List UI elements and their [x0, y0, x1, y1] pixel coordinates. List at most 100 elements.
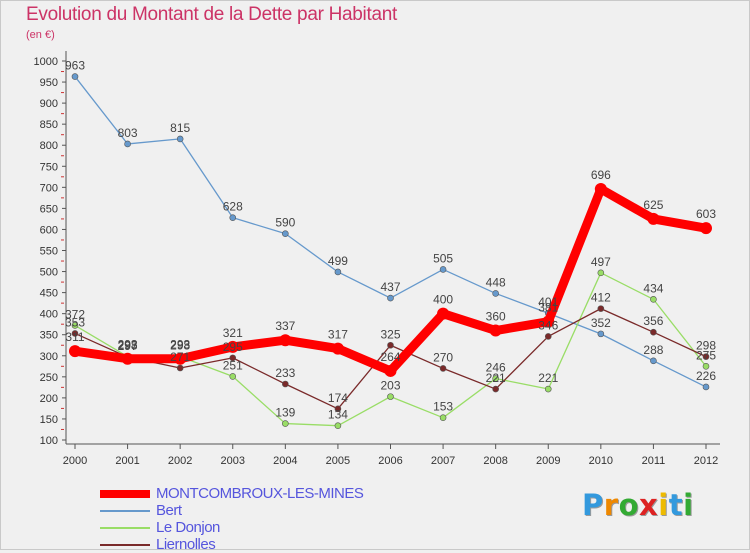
data-point [279, 334, 292, 347]
x-tick-label: 2010 [589, 455, 613, 467]
data-label: 696 [591, 168, 611, 182]
data-point [544, 385, 552, 393]
data-point [334, 268, 342, 276]
legend-item: Liernolles [100, 536, 363, 553]
data-point [387, 294, 394, 302]
x-tick-label: 2007 [431, 455, 455, 467]
data-label: 412 [591, 291, 611, 305]
data-point [226, 340, 239, 353]
data-label: 815 [170, 121, 190, 135]
y-tick-label: 800 [40, 140, 58, 152]
data-point [492, 375, 499, 382]
x-tick-label: 2008 [483, 455, 507, 467]
data-label: 437 [380, 280, 400, 294]
legend-swatch [100, 509, 150, 512]
y-tick-label: 500 [40, 267, 58, 279]
data-point [544, 333, 552, 340]
legend-item: Le Donjon [100, 519, 363, 536]
data-point [71, 322, 79, 329]
data-point [121, 352, 134, 365]
proxiti-logo: Proxiti [582, 488, 694, 522]
data-point [229, 354, 237, 362]
data-point [597, 305, 605, 312]
data-point [650, 296, 657, 303]
y-tick-label: 600 [40, 224, 58, 236]
data-label: 381 [538, 301, 558, 315]
y-tick-label: 850 [40, 119, 58, 131]
data-point [229, 214, 237, 221]
data-point [439, 266, 447, 273]
y-tick-label: 1000 [34, 56, 58, 68]
data-label: 590 [275, 216, 295, 230]
data-label: 293 [118, 338, 138, 352]
data-label: 246 [486, 361, 506, 375]
y-tick-label: 200 [40, 393, 58, 405]
data-point [176, 135, 184, 143]
data-point [282, 420, 289, 427]
data-point [702, 363, 710, 370]
y-tick-label: 750 [40, 161, 58, 173]
y-tick-label: 550 [40, 246, 58, 258]
data-point [597, 330, 605, 338]
data-point [594, 183, 607, 196]
chart-subtitle: (en €) [26, 29, 55, 41]
data-label: 221 [538, 371, 558, 385]
x-tick-label: 2004 [273, 455, 297, 467]
data-label: 298 [118, 339, 138, 353]
y-tick-label: 250 [40, 372, 58, 384]
data-label: 321 [223, 326, 243, 340]
data-label: 311 [65, 330, 84, 344]
data-label: 497 [591, 255, 611, 269]
data-point [331, 342, 344, 355]
data-label: 499 [328, 254, 348, 268]
data-label: 360 [486, 310, 506, 324]
y-tick-label: 950 [40, 77, 58, 89]
data-point [387, 393, 394, 400]
x-tick-label: 2001 [115, 455, 139, 467]
data-label: 134 [328, 408, 348, 422]
x-tick-label: 2012 [694, 455, 718, 467]
x-tick-label: 2000 [63, 455, 87, 467]
data-label: 400 [433, 293, 453, 307]
data-point [650, 328, 657, 336]
data-label: 297 [118, 339, 138, 353]
data-label: 505 [433, 251, 453, 265]
data-label: 139 [275, 406, 295, 420]
x-tick-label: 2002 [168, 455, 192, 467]
data-point [492, 290, 499, 297]
chart-title: Evolution du Montant de la Dette par Hab… [26, 4, 397, 25]
data-label: 317 [328, 328, 348, 342]
data-point [69, 345, 81, 358]
y-tick-label: 400 [40, 309, 58, 321]
y-tick-label: 300 [40, 351, 58, 363]
data-label: 448 [486, 275, 506, 289]
data-point [176, 364, 184, 372]
x-tick-label: 2009 [536, 455, 560, 467]
data-label: 293 [170, 338, 190, 352]
legend: MONTCOMBROUX-LES-MINES Bert Le Donjon Liern… [100, 485, 364, 553]
data-point [439, 365, 447, 372]
data-point [489, 324, 502, 337]
data-point [229, 373, 237, 380]
data-point [437, 307, 450, 320]
data-label: 603 [696, 207, 716, 221]
legend-swatch [100, 526, 150, 529]
legend-item: MONTCOMBROUX-LES-MINES [100, 485, 364, 502]
x-tick-label: 2003 [221, 455, 245, 467]
data-point [384, 364, 397, 377]
data-label: 325 [380, 327, 400, 341]
y-tick-label: 900 [40, 98, 58, 110]
data-point [647, 212, 660, 225]
data-point [71, 330, 79, 337]
data-label: 353 [65, 315, 85, 329]
legend-label: MONTCOMBROUX-LES-MINES [156, 485, 364, 502]
legend-label: Le Donjon [156, 519, 220, 536]
data-point [387, 341, 394, 349]
data-label: 270 [433, 350, 453, 364]
data-label: 174 [328, 391, 348, 405]
y-tick-label: 350 [40, 330, 58, 342]
y-tick-label: 100 [40, 435, 58, 447]
y-tick-label: 650 [40, 203, 58, 215]
data-label: 275 [696, 348, 716, 362]
